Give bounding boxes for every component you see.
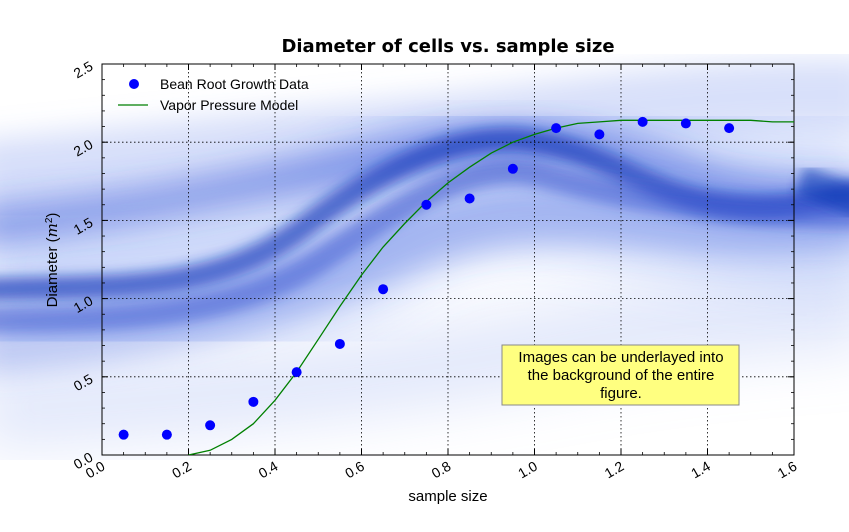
data-point [507, 163, 518, 174]
chart-title: Diameter of cells vs. sample size [281, 36, 614, 57]
data-point [594, 129, 605, 140]
data-point [334, 338, 345, 349]
data-point [680, 118, 691, 129]
x-tick-labels: 0.0 0.2 0.4 0.6 0.8 1.0 1.2 1.4 1.6 [83, 458, 800, 482]
data-point [291, 367, 302, 378]
data-point [205, 420, 216, 431]
x-axis-label: sample size [408, 488, 487, 505]
x-tick-label: 1.2 [602, 458, 627, 482]
y-tick-label: 2.5 [71, 58, 96, 82]
annotation-line-1: Images can be underlayed into [518, 349, 723, 366]
axis-ticks [101, 63, 795, 456]
x-tick-label: 1.4 [688, 458, 713, 482]
data-point [378, 284, 389, 295]
x-tick-label: 0.4 [256, 458, 281, 482]
legend-marker-bean-root-growth [129, 79, 139, 89]
x-tick-label: 1.6 [775, 458, 800, 482]
data-point [118, 429, 129, 440]
data-point [464, 193, 475, 204]
annotation-box: Images can be underlayed into the backgr… [501, 344, 740, 406]
data-point [637, 116, 648, 127]
data-point [248, 396, 259, 407]
legend: Bean Root Growth Data Vapor Pressure Mod… [118, 76, 309, 113]
x-tick-label: 0.2 [169, 458, 194, 482]
legend-label-bean-root-growth: Bean Root Growth Data [160, 76, 309, 92]
annotation-background [501, 344, 740, 406]
data-point [161, 429, 172, 440]
annotation-line-3: figure. [600, 385, 642, 402]
data-point [551, 123, 562, 134]
y-axis-label: Diameter (m2) [43, 213, 61, 308]
x-tick-label: 0.8 [429, 458, 454, 482]
annotation-line-2: the background of the entire [528, 367, 715, 384]
series-line-vapor-pressure-model [188, 119, 794, 455]
x-tick-label: 0.6 [342, 458, 367, 482]
data-point [421, 199, 432, 210]
x-tick-label: 1.0 [515, 458, 540, 482]
data-point [724, 123, 735, 134]
series-points-bean-root-growth [118, 116, 735, 440]
legend-label-vapor-pressure-model: Vapor Pressure Model [160, 97, 298, 113]
